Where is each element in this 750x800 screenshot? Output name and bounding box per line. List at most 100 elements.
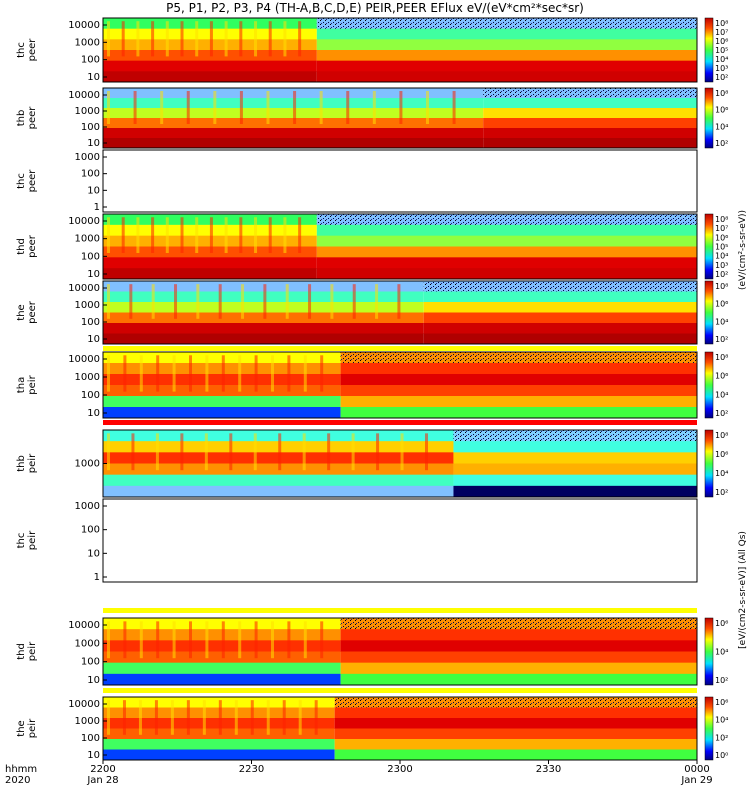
y-tick-label: 100 (81, 317, 100, 328)
colorbar (704, 17, 714, 83)
variability-streak (189, 621, 192, 659)
variability-streak (346, 91, 350, 124)
variability-streak (107, 284, 110, 319)
ylabel-probe: tha (16, 377, 27, 393)
colorbar-tick-label: 10⁶ (715, 233, 728, 242)
y-tick-label: 1000 (75, 372, 100, 383)
colorbar-tick-label: 10⁶ (715, 37, 728, 46)
y-tick-label: 100 (81, 122, 100, 133)
panel-frame (102, 617, 698, 686)
ylabel-probe: thc (16, 533, 27, 549)
colorbar (704, 617, 714, 686)
variability-streak (121, 21, 125, 57)
ylabel-species: peer (27, 38, 38, 62)
y-tick-label: 1000 (75, 37, 100, 48)
colorbar-tick-label: 10³ (715, 64, 728, 73)
colorbar-tick-label: 10⁴ (715, 252, 728, 261)
colorbar-tick-label: 10⁶ (715, 300, 728, 309)
spectrogram-band (316, 268, 697, 280)
colorbar (704, 696, 714, 761)
spectrogram-band (423, 312, 697, 324)
variability-streak (239, 21, 243, 57)
variability-streak (268, 21, 272, 57)
variability-streak (372, 91, 376, 124)
variability-streak (189, 355, 192, 392)
y-tick-label: 100 (81, 251, 100, 262)
variability-streak (375, 284, 379, 319)
variability-streak (209, 21, 213, 57)
colorbar (704, 87, 714, 149)
ylabel-species: peir (27, 453, 38, 473)
panel-ylabel: thd peir (16, 641, 38, 661)
variability-streak (186, 700, 190, 735)
variability-streak (234, 700, 238, 735)
colorbar-tick-label: 10² (715, 335, 728, 344)
spectrogram-band (483, 118, 697, 129)
ylabel-species: peir (27, 530, 38, 550)
variability-streak (452, 91, 456, 124)
variability-streak (221, 355, 225, 392)
variability-streak (205, 621, 209, 659)
variability-streak (239, 217, 243, 253)
y-tick-label: 1000 (75, 501, 100, 512)
variability-streak (139, 355, 143, 392)
spectrogram-band (103, 485, 454, 498)
panel-frame (102, 17, 698, 83)
variability-streak (107, 91, 110, 124)
variability-streak (327, 433, 331, 471)
ylabel-species: peer (27, 300, 38, 324)
y-tick-label: 1 (94, 202, 100, 213)
spectrogram-band (103, 430, 454, 442)
variability-streak (172, 621, 176, 659)
spectrogram-band (334, 739, 697, 750)
panel-ylabel: thb peer (16, 106, 38, 130)
variability-streak (170, 700, 174, 735)
spectrogram-band (316, 39, 697, 51)
variability-streak (399, 91, 403, 124)
spectrogram-band (453, 463, 697, 476)
panel-frame (102, 213, 698, 280)
colorbar-tick-label: 10² (715, 488, 728, 497)
variability-streak (195, 217, 199, 253)
variability-streak (376, 433, 380, 471)
time-axis-format-label: hhmm (5, 764, 37, 775)
panel-thc-peer: thc peer 1000 100 10 1 (16, 149, 698, 213)
colorbar-tick-label: 10⁴ (715, 55, 728, 64)
y-tick-label: 100 (81, 525, 100, 536)
spectrogram-band (103, 268, 317, 280)
spectrogram-band (316, 28, 697, 40)
noise-speckle (316, 214, 697, 225)
panel-thc-peer: thc peer 10000 1000 100 10 10⁸10⁷10⁶10⁵10⁴10³1… (16, 17, 728, 83)
variability-streak (205, 355, 209, 392)
variability-streak (204, 433, 208, 471)
variability-streak (303, 621, 307, 659)
variability-streak (229, 433, 233, 471)
variability-streak (282, 700, 286, 735)
y-tick-label: 10 (87, 138, 100, 149)
spectrogram-band (334, 718, 697, 729)
panel-frame (102, 87, 698, 149)
spectrogram-band (340, 363, 697, 375)
variability-streak (320, 621, 324, 659)
ylabel-species: peer (27, 169, 38, 193)
y-tick-label: 10 (87, 185, 100, 196)
y-tick-label: 1000 (75, 106, 100, 117)
variability-streak (165, 217, 169, 253)
noise-speckle (316, 18, 697, 29)
spectrogram-band (103, 673, 341, 686)
variability-streak (287, 621, 291, 659)
ylabel-probe: thb (16, 110, 27, 127)
variability-streak (151, 284, 155, 319)
variability-streak (287, 355, 291, 392)
colorbar-tick-label: 10⁸ (715, 89, 728, 98)
spectrogram-band (340, 374, 697, 386)
variability-streak (151, 217, 155, 253)
panel-frame (102, 149, 698, 213)
variability-streak (271, 621, 274, 659)
variability-streak (238, 355, 242, 392)
x-tick-label: 2230 (239, 764, 264, 775)
spectrogram-band (423, 333, 697, 345)
variability-streak (239, 91, 243, 124)
ylabel-probe: thd (16, 238, 27, 255)
variability-streak (138, 700, 142, 735)
